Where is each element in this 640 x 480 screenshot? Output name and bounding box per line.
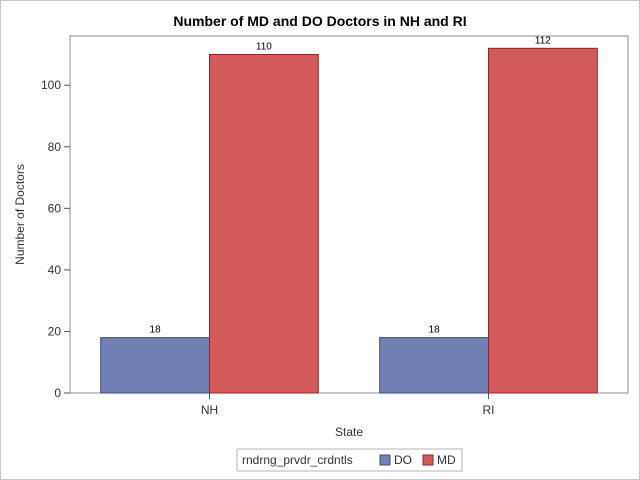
data-label-do-ri: 18	[429, 325, 441, 336]
data-labels: 18 110 18 112	[150, 35, 552, 335]
legend-swatch-md	[422, 454, 434, 466]
y-tick-label: 0	[54, 386, 61, 400]
legend-label-md: MD	[437, 453, 456, 467]
data-label-md-nh: 110	[256, 41, 272, 52]
legend-title: rndrng_prvdr_crdntls	[242, 453, 353, 467]
y-axis: 0 20 40 60 80 100	[41, 78, 70, 400]
legend-label-do: DO	[394, 453, 412, 467]
x-tick-label: RI	[483, 403, 495, 417]
legend-swatch-do	[379, 454, 391, 466]
legend-box	[236, 448, 463, 472]
x-tick-label: NH	[201, 403, 218, 417]
bar-do-nh	[100, 337, 210, 394]
y-tick-label: 20	[48, 324, 62, 338]
bar-md-ri	[488, 47, 598, 394]
y-tick-label: 80	[48, 140, 62, 154]
y-axis-label: Number of Doctors	[13, 164, 27, 265]
data-label-md-ri: 112	[535, 35, 551, 46]
bars	[100, 47, 598, 394]
bar-md-nh	[209, 53, 319, 394]
legend: rndrng_prvdr_crdntls DO MD	[236, 448, 463, 472]
legend-items: DO MD	[379, 453, 456, 467]
y-tick-label: 40	[48, 263, 62, 277]
x-axis-label: State	[335, 425, 363, 439]
x-axis: NH RI	[201, 393, 495, 417]
y-tick-label: 100	[41, 78, 61, 92]
bar-do-ri	[379, 337, 489, 394]
y-tick-label: 60	[48, 201, 62, 215]
data-label-do-nh: 18	[150, 325, 162, 336]
chart-title: Number of MD and DO Doctors in NH and RI	[173, 13, 466, 29]
